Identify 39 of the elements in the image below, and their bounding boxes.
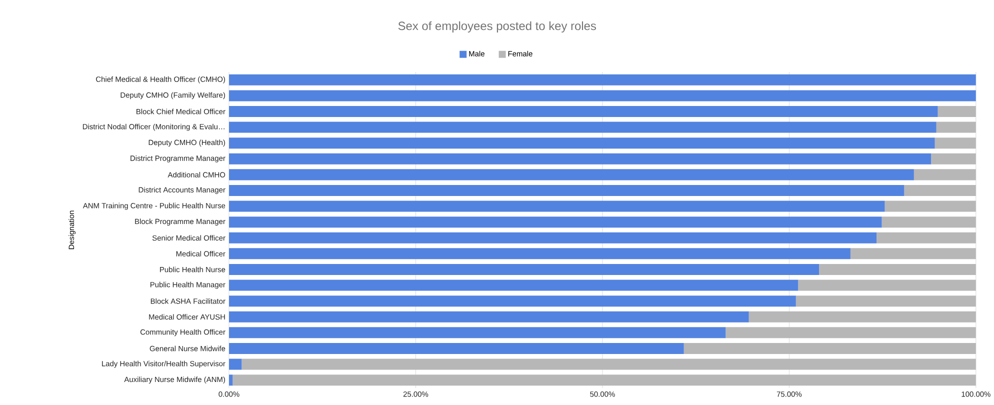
bar bbox=[228, 216, 882, 228]
bar bbox=[798, 280, 976, 291]
bar bbox=[228, 311, 749, 322]
bar bbox=[228, 106, 938, 118]
bar bbox=[228, 248, 850, 260]
bar bbox=[228, 90, 976, 102]
bar bbox=[228, 138, 935, 149]
bar bbox=[228, 169, 914, 180]
bar bbox=[228, 185, 904, 196]
bar bbox=[904, 185, 976, 196]
bar bbox=[228, 342, 684, 354]
bar bbox=[232, 374, 976, 386]
bar bbox=[936, 122, 976, 133]
bar bbox=[934, 138, 976, 149]
bar bbox=[850, 248, 976, 260]
bar bbox=[228, 200, 885, 212]
bar bbox=[882, 216, 976, 228]
bar bbox=[228, 280, 798, 291]
bar bbox=[228, 153, 932, 164]
bar bbox=[242, 358, 976, 370]
bar bbox=[726, 327, 976, 338]
bar bbox=[931, 153, 976, 164]
bar bbox=[228, 374, 233, 386]
bar bbox=[228, 327, 726, 338]
bar bbox=[228, 358, 242, 370]
bar bbox=[884, 200, 976, 212]
bar bbox=[876, 232, 976, 244]
chart-title: Sex of employees posted to key roles bbox=[398, 21, 596, 33]
bar bbox=[228, 296, 796, 307]
bar bbox=[748, 311, 976, 322]
bar bbox=[228, 122, 936, 133]
bar bbox=[796, 296, 976, 307]
bar bbox=[228, 74, 976, 86]
bar bbox=[228, 232, 877, 244]
bar bbox=[938, 106, 976, 118]
bar bbox=[819, 264, 976, 275]
bar bbox=[914, 169, 976, 180]
bar bbox=[684, 342, 976, 354]
bar bbox=[228, 264, 820, 275]
